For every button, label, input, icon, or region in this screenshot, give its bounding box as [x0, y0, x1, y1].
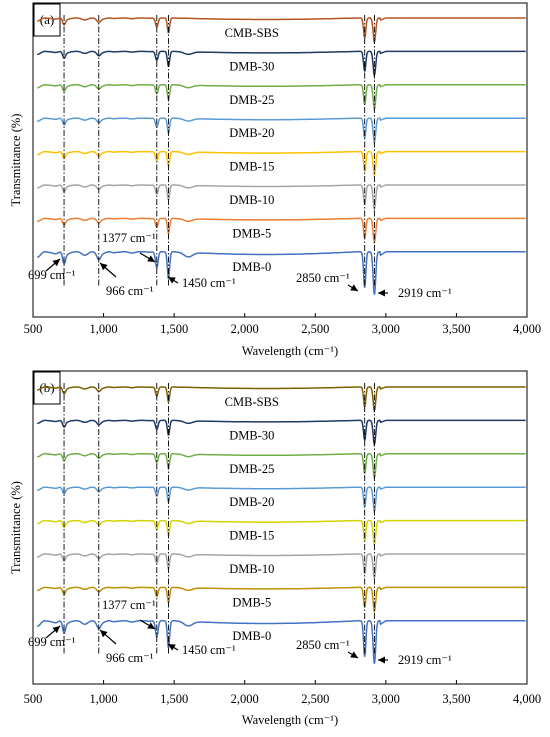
- series-line-dmb-15: [37, 150, 526, 179]
- plot-frame: [32, 370, 528, 685]
- series-label: DMB-15: [229, 529, 274, 543]
- x-tick-label: 500: [24, 692, 43, 706]
- x-tick-label: 3,000: [372, 322, 400, 336]
- x-tick-label: 4,000: [513, 322, 541, 336]
- peak-annotation: 699 cm⁻¹: [28, 268, 76, 282]
- series-line-dmb-20: [37, 117, 526, 145]
- plot-frame: [32, 2, 528, 318]
- series-label: DMB-15: [229, 160, 274, 174]
- x-tick-label: 2,500: [301, 692, 329, 706]
- series-label: DMB-5: [232, 226, 271, 240]
- x-tick-label: 2,500: [301, 322, 329, 336]
- annotation-arrowhead: [378, 656, 385, 664]
- series-label: DMB-5: [232, 595, 271, 609]
- series-line-dmb-15: [37, 519, 526, 548]
- series-line-dmb-25: [37, 84, 526, 112]
- x-tick-label: 1,000: [90, 322, 118, 336]
- series-line-dmb-30: [37, 50, 526, 78]
- series-line-cmb-sbs: [37, 17, 526, 45]
- chart-panel-a: (a) 500 1,000 1,500 2,000 2,500 3,000 3,500 4,00…: [9, 2, 541, 358]
- x-tick-label: 1,500: [160, 322, 188, 336]
- series-label: DMB-10: [229, 193, 274, 207]
- x-tick-label: 2,000: [231, 322, 259, 336]
- x-axis-title: Wavelength (cm⁻¹): [242, 344, 338, 358]
- series-line-dmb-20: [37, 486, 526, 514]
- series-line-dmb-10: [37, 553, 526, 581]
- peak-annotation: 966 cm⁻¹: [106, 651, 154, 665]
- series-line-dmb-25: [37, 453, 526, 481]
- panel-tag-box: [33, 3, 61, 37]
- series-line-cmb-sbs: [37, 386, 526, 414]
- peak-annotation: 2919 cm⁻¹: [398, 286, 452, 300]
- x-tick-label: 1,500: [160, 692, 188, 706]
- panel-label: (a): [40, 12, 54, 27]
- x-tick-label: 3,500: [442, 692, 470, 706]
- series-label: DMB-10: [229, 562, 274, 576]
- x-tick-label: 1,000: [90, 692, 118, 706]
- series-line-dmb-10: [37, 184, 526, 212]
- series-line-dmb-0: [37, 251, 526, 295]
- y-axis-title: Transmittance (%): [9, 114, 23, 207]
- series-label: DMB-20: [229, 495, 274, 509]
- annotation-arrowhead: [52, 259, 60, 267]
- annotation-arrowhead: [350, 651, 358, 658]
- series-line-dmb-5: [37, 586, 526, 614]
- series-label: DMB-25: [229, 462, 274, 476]
- x-tick-label: 2,000: [231, 692, 259, 706]
- series-label: DMB-0: [232, 629, 271, 643]
- series-line-dmb-30: [37, 419, 526, 447]
- annotation-arrowhead: [350, 284, 358, 291]
- annotation-arrowhead: [168, 277, 176, 284]
- series-label: CMB-SBS: [225, 26, 279, 40]
- x-tick-label: 3,000: [372, 692, 400, 706]
- peak-annotation: 2850 cm⁻¹: [296, 638, 350, 652]
- peak-annotation: 2919 cm⁻¹: [398, 653, 452, 667]
- series-label: DMB-20: [229, 126, 274, 140]
- peak-annotation: 1377 cm⁻¹: [102, 598, 156, 612]
- series-label: DMB-30: [229, 59, 274, 73]
- peak-annotation: 2850 cm⁻¹: [296, 271, 350, 285]
- series-label: DMB-0: [232, 260, 271, 274]
- peak-annotation: 1377 cm⁻¹: [102, 231, 156, 245]
- peak-annotation: 1450 cm⁻¹: [182, 643, 236, 657]
- x-axis-title: Wavelength (cm⁻¹): [242, 713, 338, 727]
- annotation-arrowhead: [147, 255, 155, 262]
- y-axis-title: Transmittance (%): [9, 481, 23, 574]
- series-label: DMB-30: [229, 428, 274, 442]
- annotation-arrowhead: [168, 644, 176, 651]
- annotation-arrowhead: [52, 626, 60, 634]
- peak-annotation: 699 cm⁻¹: [28, 635, 76, 649]
- annotation-arrowhead: [100, 263, 108, 271]
- x-tick-label: 4,000: [513, 692, 541, 706]
- series-label: CMB-SBS: [225, 395, 279, 409]
- series-label: DMB-25: [229, 93, 274, 107]
- chart-panel-b: (b)500 1,000 1,500 2,000 2,500 3,000 3,500 4,00…: [9, 370, 541, 727]
- annotation-arrowhead: [378, 289, 385, 297]
- x-tick-label: 3,500: [442, 322, 470, 336]
- annotation-arrowhead: [100, 630, 108, 638]
- annotation-arrowhead: [147, 622, 155, 629]
- series-line-dmb-5: [37, 217, 526, 245]
- peak-annotation: 966 cm⁻¹: [106, 284, 154, 298]
- x-tick-label: 500: [24, 322, 43, 336]
- peak-annotation: 1450 cm⁻¹: [182, 276, 236, 290]
- series-line-dmb-0: [37, 620, 526, 664]
